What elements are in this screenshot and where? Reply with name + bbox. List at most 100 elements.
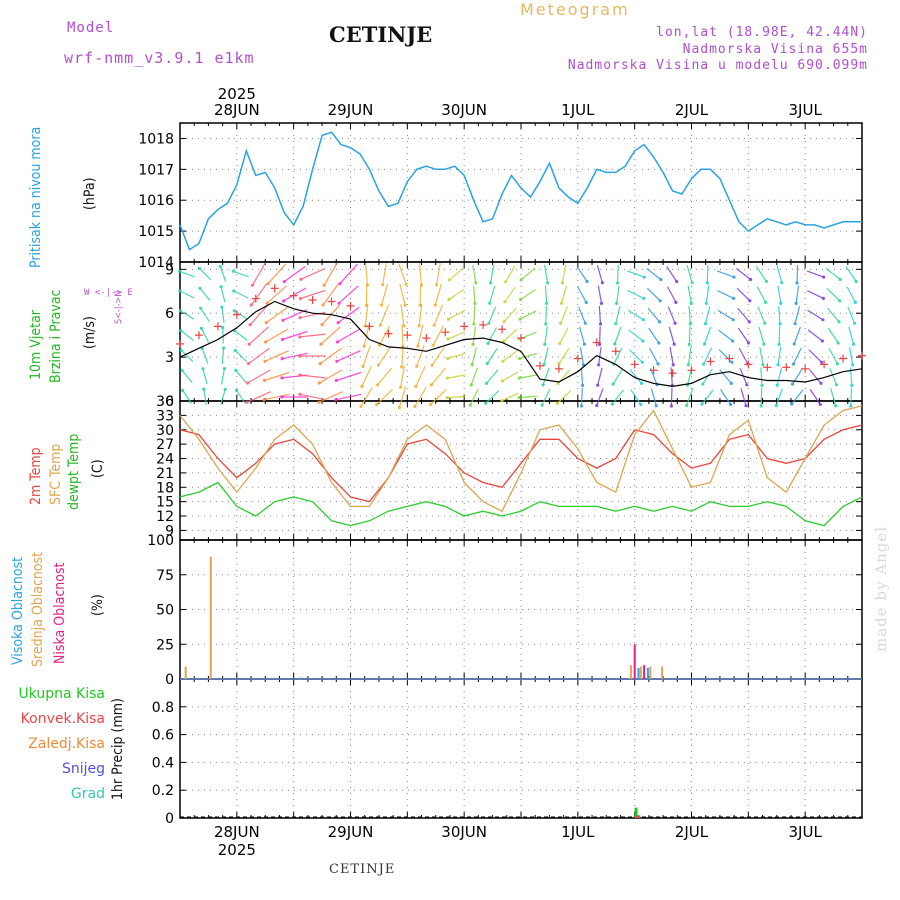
wind-arrow	[300, 289, 326, 300]
wind-arrow	[808, 349, 823, 363]
wind-arrow-head	[793, 322, 797, 326]
wind-arrow	[472, 264, 477, 284]
wind-arrow	[336, 371, 362, 382]
wind-arrow-head	[178, 269, 182, 273]
wind-arrow-head	[613, 342, 617, 346]
wind-arrow	[400, 365, 405, 388]
wind-arrow	[248, 326, 270, 345]
wind-arrow	[470, 367, 478, 386]
wind-arrow	[502, 350, 518, 362]
wind-arrow-head	[600, 281, 605, 285]
x-day-label-bottom: 28JUN	[214, 823, 260, 841]
precip-legend-snow: Snijeg	[61, 761, 105, 777]
wind-arrow	[759, 346, 764, 366]
pressure-line	[179, 131, 862, 251]
wind-arrow	[736, 287, 751, 302]
wind-arrow	[400, 304, 405, 326]
wind-arrow	[505, 265, 516, 283]
wind-arrow	[703, 347, 713, 365]
wind-arrow	[646, 287, 661, 302]
wind-arrow-head	[201, 367, 205, 371]
y-tick-label: 0.4	[152, 755, 174, 771]
wind-arrow	[791, 389, 804, 405]
wind-arrow-head	[336, 321, 340, 325]
wind-arrow	[471, 347, 477, 365]
y-tick-label: 30	[156, 423, 174, 439]
wind-arrow-head	[835, 383, 839, 387]
cloud-bar	[649, 666, 652, 679]
wind-arrow	[581, 387, 583, 407]
y-tick-label: 1015	[138, 224, 174, 240]
wind-arrow	[596, 388, 604, 406]
wind-arrow-head	[780, 281, 784, 285]
wind-arrow-head	[674, 300, 678, 304]
wind-arrow-head	[179, 329, 183, 333]
meteogram-title: Meteogram	[520, 0, 630, 19]
wind-arrow	[282, 330, 308, 341]
wind-arrow-head	[318, 362, 322, 366]
y-tick-label: 0	[165, 672, 174, 688]
wind-arrow-head	[222, 367, 226, 371]
precip-legend-conv: Konvek.Kisa	[20, 711, 105, 727]
wind-arrow-head	[397, 406, 401, 410]
wind-speed-line	[179, 300, 863, 388]
wind-arrow-head	[544, 322, 548, 326]
wind-arrow	[200, 328, 210, 343]
wind-arrow	[415, 366, 426, 387]
wind-arrow-head	[178, 289, 182, 293]
wind-arrow-head	[819, 381, 823, 385]
wind-arrow	[248, 347, 270, 365]
wind-arrow-head	[181, 388, 185, 392]
footer-station: CETINJE	[329, 862, 396, 877]
wind-arrow-head	[264, 321, 268, 325]
wind-arrow	[686, 388, 694, 406]
wind-arrow	[666, 266, 678, 282]
wind-arrow-head	[431, 343, 435, 347]
wind-arrow	[629, 369, 643, 384]
wind-arrow-head	[415, 364, 419, 368]
cloud-bar	[643, 665, 646, 679]
wind-arrow	[793, 326, 801, 345]
y-tick-label: 33	[156, 408, 174, 424]
wind-arrow-head	[378, 323, 382, 327]
wind-arrow	[299, 311, 326, 319]
wind-arrow-head	[640, 381, 644, 385]
wind-arrow	[576, 266, 588, 282]
panel-frame	[179, 678, 863, 819]
wind-arrow-head	[705, 281, 709, 285]
wind-arrow	[519, 310, 537, 320]
wind-arrow-head	[265, 301, 269, 305]
wind-arrow	[828, 347, 838, 365]
wind-arrow	[337, 306, 360, 324]
cloud-bar	[209, 556, 212, 679]
model-label: Model	[67, 20, 115, 36]
y-tick-label: 1018	[138, 131, 174, 147]
wind-arrow	[365, 262, 369, 286]
wind-arrow-head	[299, 277, 303, 281]
wind-arrow	[703, 326, 712, 345]
wind-arrow	[719, 369, 732, 384]
y-tick-label: 27	[156, 437, 174, 453]
wind-arrow	[809, 369, 822, 384]
y-tick-label: 0	[165, 394, 174, 410]
wind-arrow	[615, 306, 621, 324]
wind-arrow	[401, 344, 404, 368]
wind-arrow-head	[376, 363, 380, 367]
wind-arrow-head	[317, 400, 321, 404]
wind-arrow-head	[853, 300, 858, 304]
wind-arrow-head	[485, 361, 489, 366]
wind-arrow-head	[280, 357, 284, 361]
wind-arrow	[701, 389, 714, 405]
wind-arrow	[760, 367, 763, 386]
wind-arrow	[336, 350, 361, 362]
wind-arrow	[220, 389, 226, 405]
wind-arrow-head	[232, 309, 236, 313]
wind-arrow-head	[688, 322, 692, 326]
wind-arrow-head	[280, 337, 284, 342]
wind-arrow	[247, 369, 271, 384]
wind-arrow-head	[700, 402, 704, 406]
wind-arrow-head	[596, 383, 600, 387]
wind-arrow-head	[245, 400, 249, 404]
wind-arrow-head	[791, 362, 796, 366]
x-day-label-top: 30JUN	[441, 101, 487, 119]
